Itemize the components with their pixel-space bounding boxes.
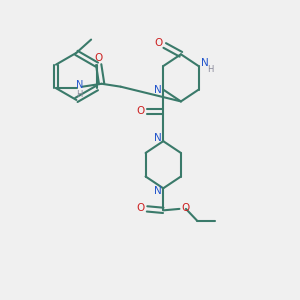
Text: N: N: [154, 133, 162, 143]
Text: O: O: [182, 203, 190, 213]
Text: O: O: [154, 38, 162, 47]
Text: N: N: [201, 58, 209, 68]
Text: N: N: [76, 80, 83, 90]
Text: H: H: [76, 90, 83, 99]
Text: O: O: [94, 53, 103, 63]
Text: O: O: [136, 203, 145, 213]
Text: N: N: [154, 85, 162, 94]
Text: O: O: [136, 106, 145, 116]
Text: H: H: [207, 64, 214, 74]
Text: N: N: [154, 186, 162, 196]
